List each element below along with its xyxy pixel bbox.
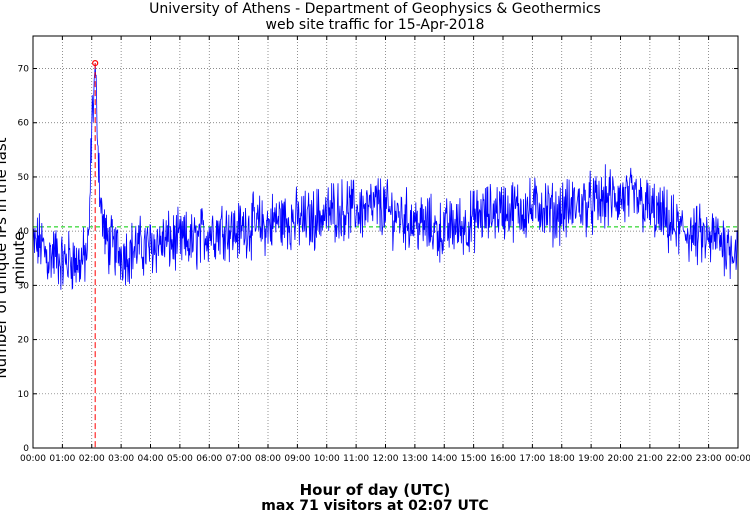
x-tick-label: 16:00 bbox=[490, 454, 516, 464]
x-tick-label: 03:00 bbox=[108, 454, 134, 464]
x-tick-label: 08:00 bbox=[255, 454, 281, 464]
x-tick-label: 00:00 bbox=[725, 454, 750, 464]
x-tick-label: 19:00 bbox=[578, 454, 604, 464]
y-tick-label: 30 bbox=[18, 281, 30, 291]
x-tick-label: 10:00 bbox=[314, 454, 340, 464]
plot-frame bbox=[32, 35, 739, 449]
y-tick-label: 70 bbox=[18, 65, 30, 75]
x-tick-label: 15:00 bbox=[461, 454, 487, 464]
x-tick-label: 01:00 bbox=[49, 454, 75, 464]
x-tick-label: 02:00 bbox=[79, 454, 105, 464]
x-tick-label: 05:00 bbox=[167, 454, 193, 464]
x-tick-label: 14:00 bbox=[431, 454, 457, 464]
y-tick-label: 0 bbox=[23, 444, 29, 454]
x-tick-label: 13:00 bbox=[402, 454, 428, 464]
y-tick-label: 50 bbox=[18, 173, 30, 183]
max-point-marker bbox=[92, 60, 99, 67]
x-tick-label: 18:00 bbox=[549, 454, 575, 464]
x-tick-label: 11:00 bbox=[343, 454, 369, 464]
y-tick-label: 20 bbox=[18, 336, 30, 346]
axes-layer: 00:00 01:00 02:00 03:00 04:00 05:00 06:00 07:00… bbox=[18, 35, 750, 464]
chart-subtitle: web site traffic for 15-Apr-2018 bbox=[265, 17, 485, 33]
x-tick-label: 12:00 bbox=[373, 454, 399, 464]
y-tick-label: 60 bbox=[18, 119, 30, 129]
x-tick-label: 09:00 bbox=[284, 454, 310, 464]
x-tick-label: 06:00 bbox=[196, 454, 222, 464]
x-tick-label: 00:00 bbox=[20, 454, 46, 464]
x-tick-label: 07:00 bbox=[226, 454, 252, 464]
x-tick-label: 20:00 bbox=[608, 454, 634, 464]
x-tick-label: 21:00 bbox=[637, 454, 663, 464]
x-tick-label: 22:00 bbox=[666, 454, 692, 464]
x-tick-label: 17:00 bbox=[519, 454, 545, 464]
y-tick-label: 40 bbox=[18, 227, 30, 237]
x-tick-label: 04:00 bbox=[138, 454, 164, 464]
y-tick-label: 10 bbox=[18, 390, 30, 400]
x-axis-label: Hour of day (UTC) bbox=[299, 481, 451, 499]
series-layer bbox=[32, 60, 739, 448]
x-tick-label: 23:00 bbox=[696, 454, 722, 464]
y-axis-label: Number of unique IPs in the last minute bbox=[0, 137, 28, 379]
chart-title: University of Athens - Department of Geo… bbox=[149, 1, 601, 17]
max-visitors-note: max 71 visitors at 02:07 UTC bbox=[261, 498, 489, 514]
traffic-series-line-0 bbox=[32, 63, 739, 290]
